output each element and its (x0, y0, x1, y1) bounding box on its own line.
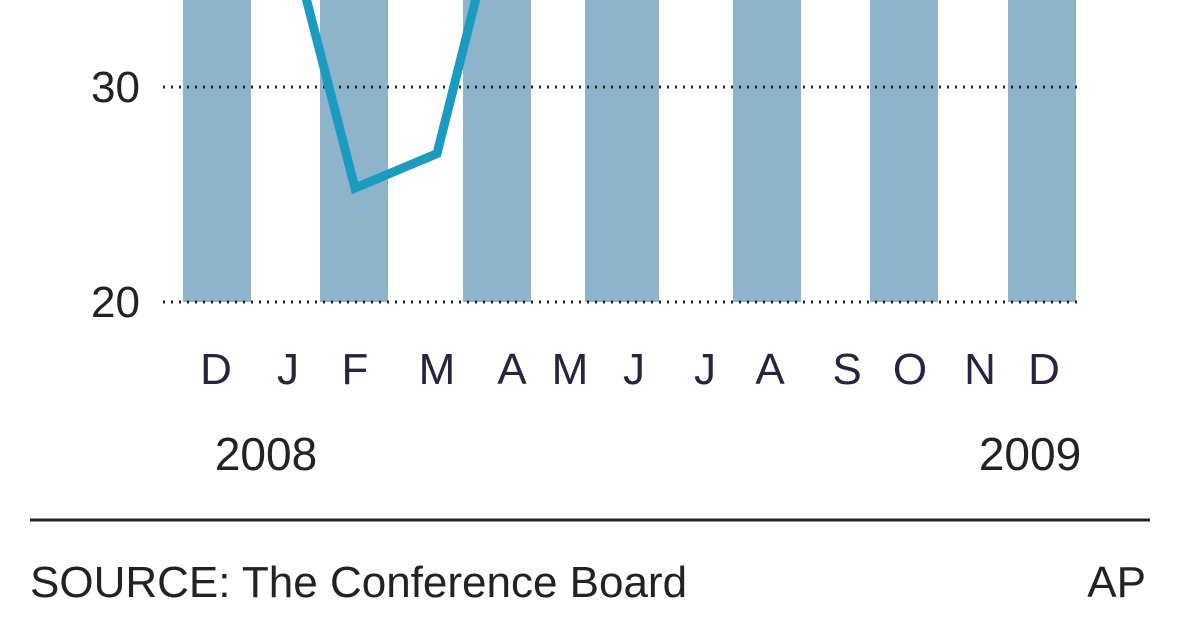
month-label: M (419, 345, 456, 394)
month-label: N (964, 345, 996, 394)
month-band (733, 0, 801, 302)
y-tick-label: 30 (91, 63, 140, 112)
month-band (183, 0, 251, 302)
month-label: A (755, 345, 785, 394)
month-band (870, 0, 938, 302)
month-label: D (1028, 345, 1060, 394)
month-band (463, 0, 531, 302)
month-band (320, 0, 388, 302)
source-note: SOURCE: The Conference Board (30, 558, 687, 607)
month-label: F (342, 345, 369, 394)
month-label: A (497, 345, 527, 394)
month-label: J (623, 345, 645, 394)
credit-label: AP (1087, 558, 1146, 607)
series-line (301, 0, 481, 195)
y-tick-label: 20 (91, 278, 140, 327)
month-label: D (200, 345, 232, 394)
month-label: S (832, 345, 861, 394)
month-label: O (893, 345, 927, 394)
year-label: 2008 (215, 428, 317, 480)
month-label: J (694, 345, 716, 394)
year-label: 2009 (979, 428, 1081, 480)
month-label: J (277, 345, 299, 394)
month-label: M (552, 345, 589, 394)
month-band (585, 0, 659, 302)
month-band (1008, 0, 1076, 302)
